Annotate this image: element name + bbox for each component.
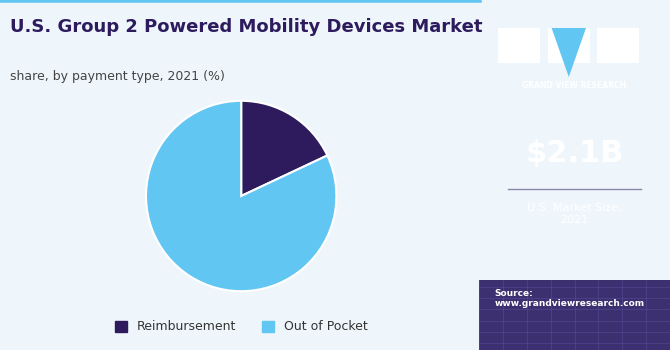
Legend: Reimbursement, Out of Pocket: Reimbursement, Out of Pocket bbox=[109, 314, 374, 340]
FancyBboxPatch shape bbox=[548, 28, 590, 63]
Text: share, by payment type, 2021 (%): share, by payment type, 2021 (%) bbox=[9, 70, 224, 83]
Text: GRAND VIEW RESEARCH: GRAND VIEW RESEARCH bbox=[523, 80, 626, 90]
Text: U.S. Market Size,
2021: U.S. Market Size, 2021 bbox=[527, 203, 622, 225]
FancyBboxPatch shape bbox=[479, 280, 670, 350]
Text: Source:
www.grandviewresearch.com: Source: www.grandviewresearch.com bbox=[494, 289, 645, 308]
Polygon shape bbox=[551, 28, 586, 77]
Text: U.S. Group 2 Powered Mobility Devices Market: U.S. Group 2 Powered Mobility Devices Ma… bbox=[9, 18, 482, 35]
Wedge shape bbox=[241, 101, 328, 196]
FancyBboxPatch shape bbox=[498, 28, 540, 63]
Wedge shape bbox=[146, 101, 336, 291]
Text: $2.1B: $2.1B bbox=[525, 140, 624, 168]
FancyBboxPatch shape bbox=[598, 28, 639, 63]
